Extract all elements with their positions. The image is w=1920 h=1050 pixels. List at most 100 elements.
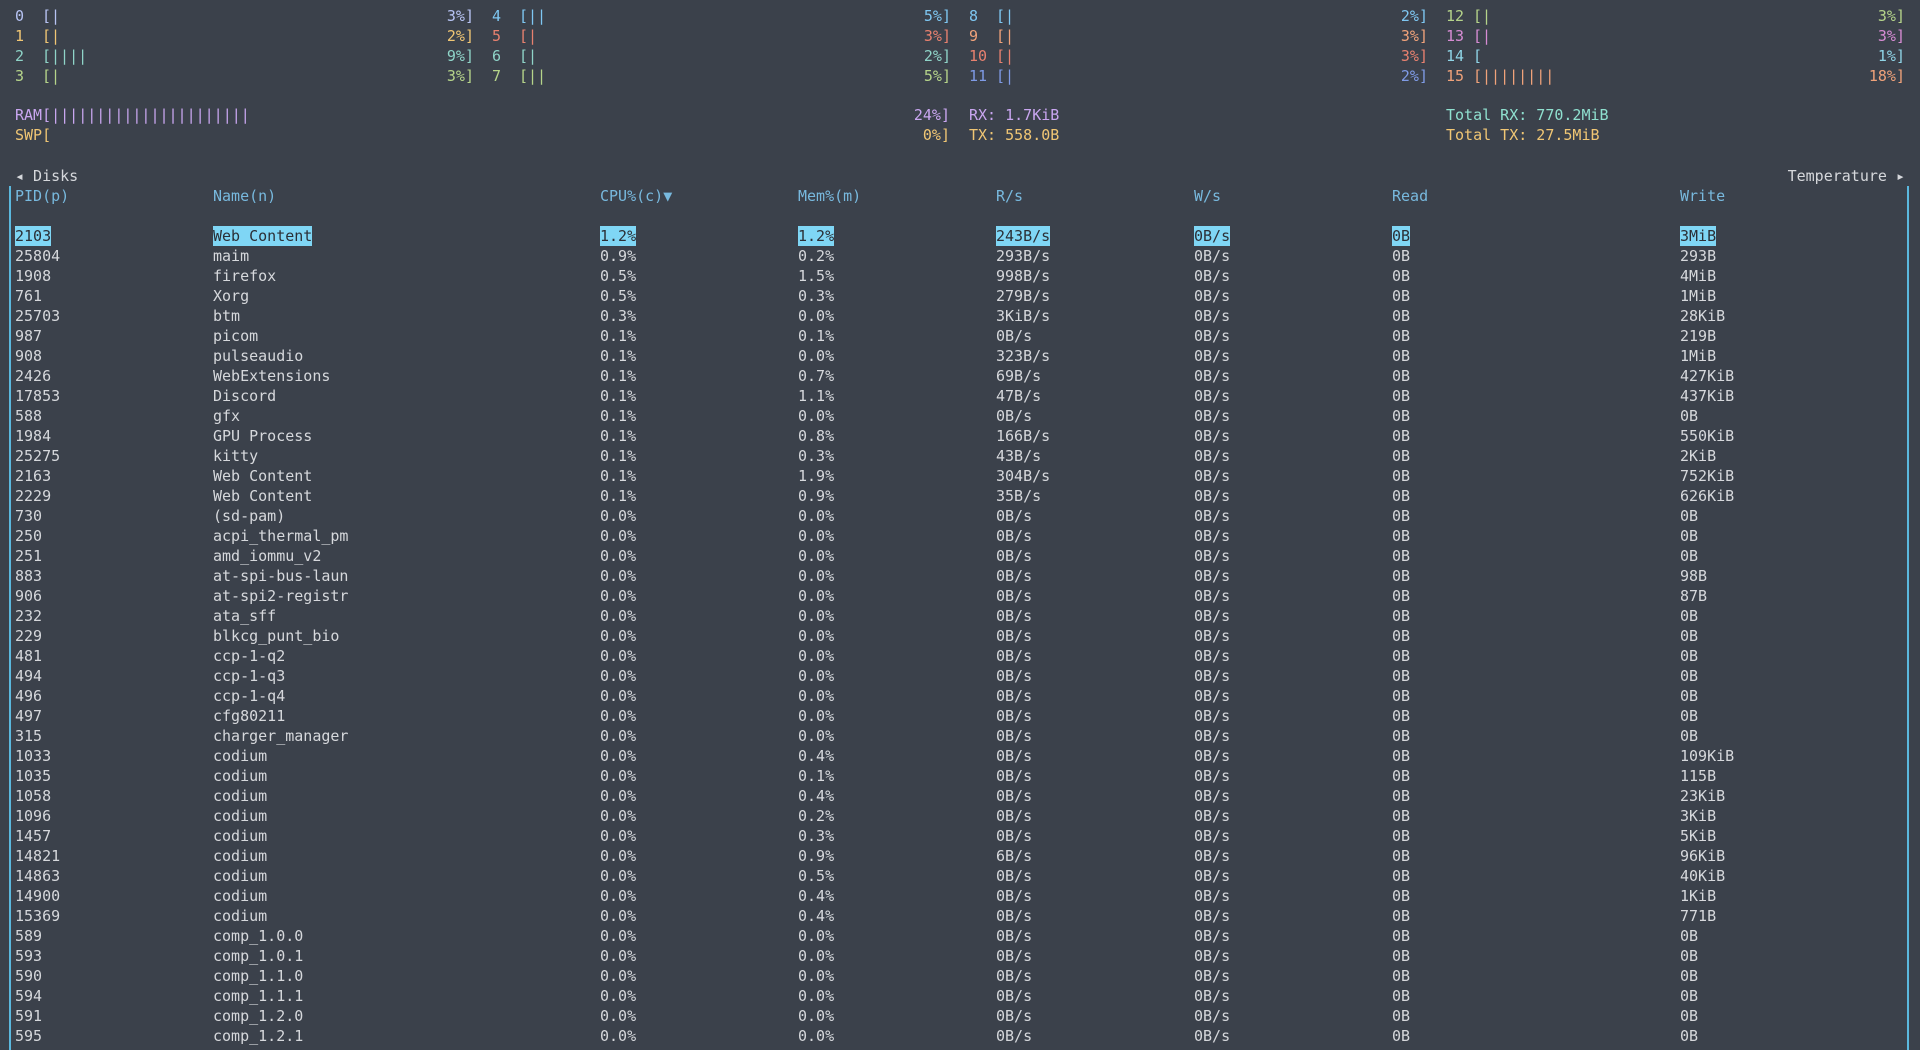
table-row[interactable]: 589 comp_1.0.0 0.0% 0.0% 0B/s 0B/s 0B 0B xyxy=(0,926,1920,946)
column-header-write-total[interactable]: Write xyxy=(1680,187,1726,205)
cell-write-rate: 0B/s xyxy=(1194,567,1231,585)
table-row[interactable]: 497 cfg80211 0.0% 0.0% 0B/s 0B/s 0B 0B xyxy=(0,706,1920,726)
column-header-write-rate[interactable]: W/s xyxy=(1194,187,1222,205)
cell-write-total: 0B xyxy=(1680,667,1699,685)
table-row[interactable]: 1908 firefox 0.5% 1.5% 998B/s 0B/s 0B 4MiB xyxy=(0,266,1920,286)
table-row[interactable]: 15369 codium 0.0% 0.4% 0B/s 0B/s 0B 771B xyxy=(0,906,1920,926)
cell-mem: 0.0% xyxy=(798,407,835,425)
column-header-read-rate[interactable]: R/s xyxy=(996,187,1024,205)
cell-pid: 496 xyxy=(15,687,43,705)
table-row[interactable]: 2229 Web Content 0.1% 0.9% 35B/s 0B/s 0B 626KiB xyxy=(0,486,1920,506)
table-row[interactable]: 987 picom 0.1% 0.1% 0B/s 0B/s 0B 219B xyxy=(0,326,1920,346)
table-row[interactable]: 1033 codium 0.0% 0.4% 0B/s 0B/s 0B 109KiB xyxy=(0,746,1920,766)
table-row[interactable]: 761 Xorg 0.5% 0.3% 279B/s 0B/s 0B 1MiB xyxy=(0,286,1920,306)
table-row[interactable]: 14821 codium 0.0% 0.9% 6B/s 0B/s 0B 96KiB xyxy=(0,846,1920,866)
cell-read-total: 0B xyxy=(1392,627,1411,645)
table-row[interactable]: 14900 codium 0.0% 0.4% 0B/s 0B/s 0B 1KiB xyxy=(0,886,1920,906)
cell-pid: 1984 xyxy=(15,427,52,445)
cell-pid: 2229 xyxy=(15,487,52,505)
cell-read-total: 0B xyxy=(1392,927,1411,945)
table-row[interactable]: 25275 kitty 0.1% 0.3% 43B/s 0B/s 0B 2KiB xyxy=(0,446,1920,466)
tab-temperature[interactable]: Temperature ▸ xyxy=(1787,167,1905,185)
cell-write-total: 0B xyxy=(1680,547,1699,565)
table-row[interactable]: 2103 Web Content 1.2% 1.2% 243B/s 0B/s 0B 3MiB xyxy=(0,226,1920,246)
table-row[interactable]: 251 amd_iommu_v2 0.0% 0.0% 0B/s 0B/s 0B 0B xyxy=(0,546,1920,566)
cell-name: comp_1.1.0 xyxy=(213,967,304,985)
cell-read-rate: 0B/s xyxy=(996,707,1033,725)
cell-read-total: 0B xyxy=(1392,867,1411,885)
table-row[interactable]: 496 ccp-1-q4 0.0% 0.0% 0B/s 0B/s 0B 0B xyxy=(0,686,1920,706)
cpu-11-bar: [| xyxy=(996,67,1015,85)
table-row[interactable]: 588 gfx 0.1% 0.0% 0B/s 0B/s 0B 0B xyxy=(0,406,1920,426)
table-row[interactable]: 1058 codium 0.0% 0.4% 0B/s 0B/s 0B 23KiB xyxy=(0,786,1920,806)
table-row[interactable]: 25804 maim 0.9% 0.2% 293B/s 0B/s 0B 293B xyxy=(0,246,1920,266)
table-row[interactable]: 1096 codium 0.0% 0.2% 0B/s 0B/s 0B 3KiB xyxy=(0,806,1920,826)
cell-read-rate: 998B/s xyxy=(996,267,1051,285)
cell-cpu: 0.0% xyxy=(600,807,637,825)
table-row[interactable]: 594 comp_1.1.1 0.0% 0.0% 0B/s 0B/s 0B 0B xyxy=(0,986,1920,1006)
table-row[interactable]: 1457 codium 0.0% 0.3% 0B/s 0B/s 0B 5KiB xyxy=(0,826,1920,846)
cell-name: at-spi-bus-laun xyxy=(213,567,349,585)
cell-cpu: 0.1% xyxy=(600,487,637,505)
cell-read-rate: 166B/s xyxy=(996,427,1051,445)
column-header-mem[interactable]: Mem%(m) xyxy=(798,187,862,205)
cell-name: Xorg xyxy=(213,287,250,305)
cell-write-total: 3MiB xyxy=(1680,226,1717,246)
table-row[interactable]: 14863 codium 0.0% 0.5% 0B/s 0B/s 0B 40KiB xyxy=(0,866,1920,886)
cell-write-total: 3KiB xyxy=(1680,807,1717,825)
table-row[interactable]: 25703 btm 0.3% 0.0% 3KiB/s 0B/s 0B 28KiB xyxy=(0,306,1920,326)
column-header-cpu[interactable]: CPU%(c)▼ xyxy=(600,187,673,205)
cell-pid: 593 xyxy=(15,947,43,965)
table-row[interactable]: 591 comp_1.2.0 0.0% 0.0% 0B/s 0B/s 0B 0B xyxy=(0,1006,1920,1026)
cpu-4-percent: 5%] xyxy=(923,7,951,25)
table-row[interactable]: 730 (sd-pam) 0.0% 0.0% 0B/s 0B/s 0B 0B xyxy=(0,506,1920,526)
table-row[interactable]: 315 charger_manager 0.0% 0.0% 0B/s 0B/s 0B 0B xyxy=(0,726,1920,746)
table-row[interactable]: 1035 codium 0.0% 0.1% 0B/s 0B/s 0B 115B xyxy=(0,766,1920,786)
table-row[interactable]: 232 ata_sff 0.0% 0.0% 0B/s 0B/s 0B 0B xyxy=(0,606,1920,626)
cell-read-rate: 0B/s xyxy=(996,1007,1033,1025)
column-header-pid[interactable]: PID(p) xyxy=(15,187,70,205)
table-row[interactable]: 906 at-spi2-registr 0.0% 0.0% 0B/s 0B/s 0B 87B xyxy=(0,586,1920,606)
cpu-3-bar: [| xyxy=(42,67,61,85)
cell-read-total: 0B xyxy=(1392,226,1411,246)
cell-mem: 0.0% xyxy=(798,507,835,525)
tab-disks[interactable]: ◂ Disks xyxy=(15,167,79,185)
cell-read-total: 0B xyxy=(1392,807,1411,825)
table-row[interactable]: 2426 WebExtensions 0.1% 0.7% 69B/s 0B/s 0B 427K… xyxy=(0,366,1920,386)
cell-read-total: 0B xyxy=(1392,407,1411,425)
table-row[interactable]: 590 comp_1.1.0 0.0% 0.0% 0B/s 0B/s 0B 0B xyxy=(0,966,1920,986)
table-row[interactable]: 908 pulseaudio 0.1% 0.0% 323B/s 0B/s 0B 1MiB xyxy=(0,346,1920,366)
table-row[interactable]: 593 comp_1.0.1 0.0% 0.0% 0B/s 0B/s 0B 0B xyxy=(0,946,1920,966)
cell-write-total: 437KiB xyxy=(1680,387,1735,405)
cell-read-total: 0B xyxy=(1392,1027,1411,1045)
cell-name: codium xyxy=(213,867,268,885)
cell-cpu: 0.1% xyxy=(600,367,637,385)
table-row[interactable]: 229 blkcg_punt_bio 0.0% 0.0% 0B/s 0B/s 0B 0B xyxy=(0,626,1920,646)
cell-name: blkcg_punt_bio xyxy=(213,627,340,645)
cell-mem: 0.7% xyxy=(798,367,835,385)
cpu-12-label: 12 xyxy=(1446,7,1465,25)
cell-write-total: 98B xyxy=(1680,567,1708,585)
cell-read-rate: 35B/s xyxy=(996,487,1042,505)
table-row[interactable]: 883 at-spi-bus-laun 0.0% 0.0% 0B/s 0B/s 0B 98B xyxy=(0,566,1920,586)
column-header-name[interactable]: Name(n) xyxy=(213,187,277,205)
cell-write-total: 115B xyxy=(1680,767,1717,785)
cpu-6-label: 6 xyxy=(492,47,502,65)
cpu-3-percent: 3%] xyxy=(446,67,474,85)
table-row[interactable]: 17853 Discord 0.1% 1.1% 47B/s 0B/s 0B 437KiB xyxy=(0,386,1920,406)
cell-mem: 0.0% xyxy=(798,947,835,965)
cell-pid: 1908 xyxy=(15,267,52,285)
cell-read-rate: 0B/s xyxy=(996,1027,1033,1045)
cell-cpu: 0.0% xyxy=(600,1007,637,1025)
network-rx: RX: 1.7KiB xyxy=(969,106,1060,124)
table-row[interactable]: 250 acpi_thermal_pm 0.0% 0.0% 0B/s 0B/s 0B 0B xyxy=(0,526,1920,546)
table-row[interactable]: 481 ccp-1-q2 0.0% 0.0% 0B/s 0B/s 0B 0B xyxy=(0,646,1920,666)
table-row[interactable]: 1984 GPU Process 0.1% 0.8% 166B/s 0B/s 0B 550Ki… xyxy=(0,426,1920,446)
cell-name: Web Content xyxy=(213,226,313,246)
cell-write-total: 626KiB xyxy=(1680,487,1735,505)
column-header-read-total[interactable]: Read xyxy=(1392,187,1429,205)
table-row[interactable]: 494 ccp-1-q3 0.0% 0.0% 0B/s 0B/s 0B 0B xyxy=(0,666,1920,686)
cell-write-rate: 0B/s xyxy=(1194,387,1231,405)
table-row[interactable]: 595 comp_1.2.1 0.0% 0.0% 0B/s 0B/s 0B 0B xyxy=(0,1026,1920,1046)
table-row[interactable]: 2163 Web Content 0.1% 1.9% 304B/s 0B/s 0B 752Ki… xyxy=(0,466,1920,486)
